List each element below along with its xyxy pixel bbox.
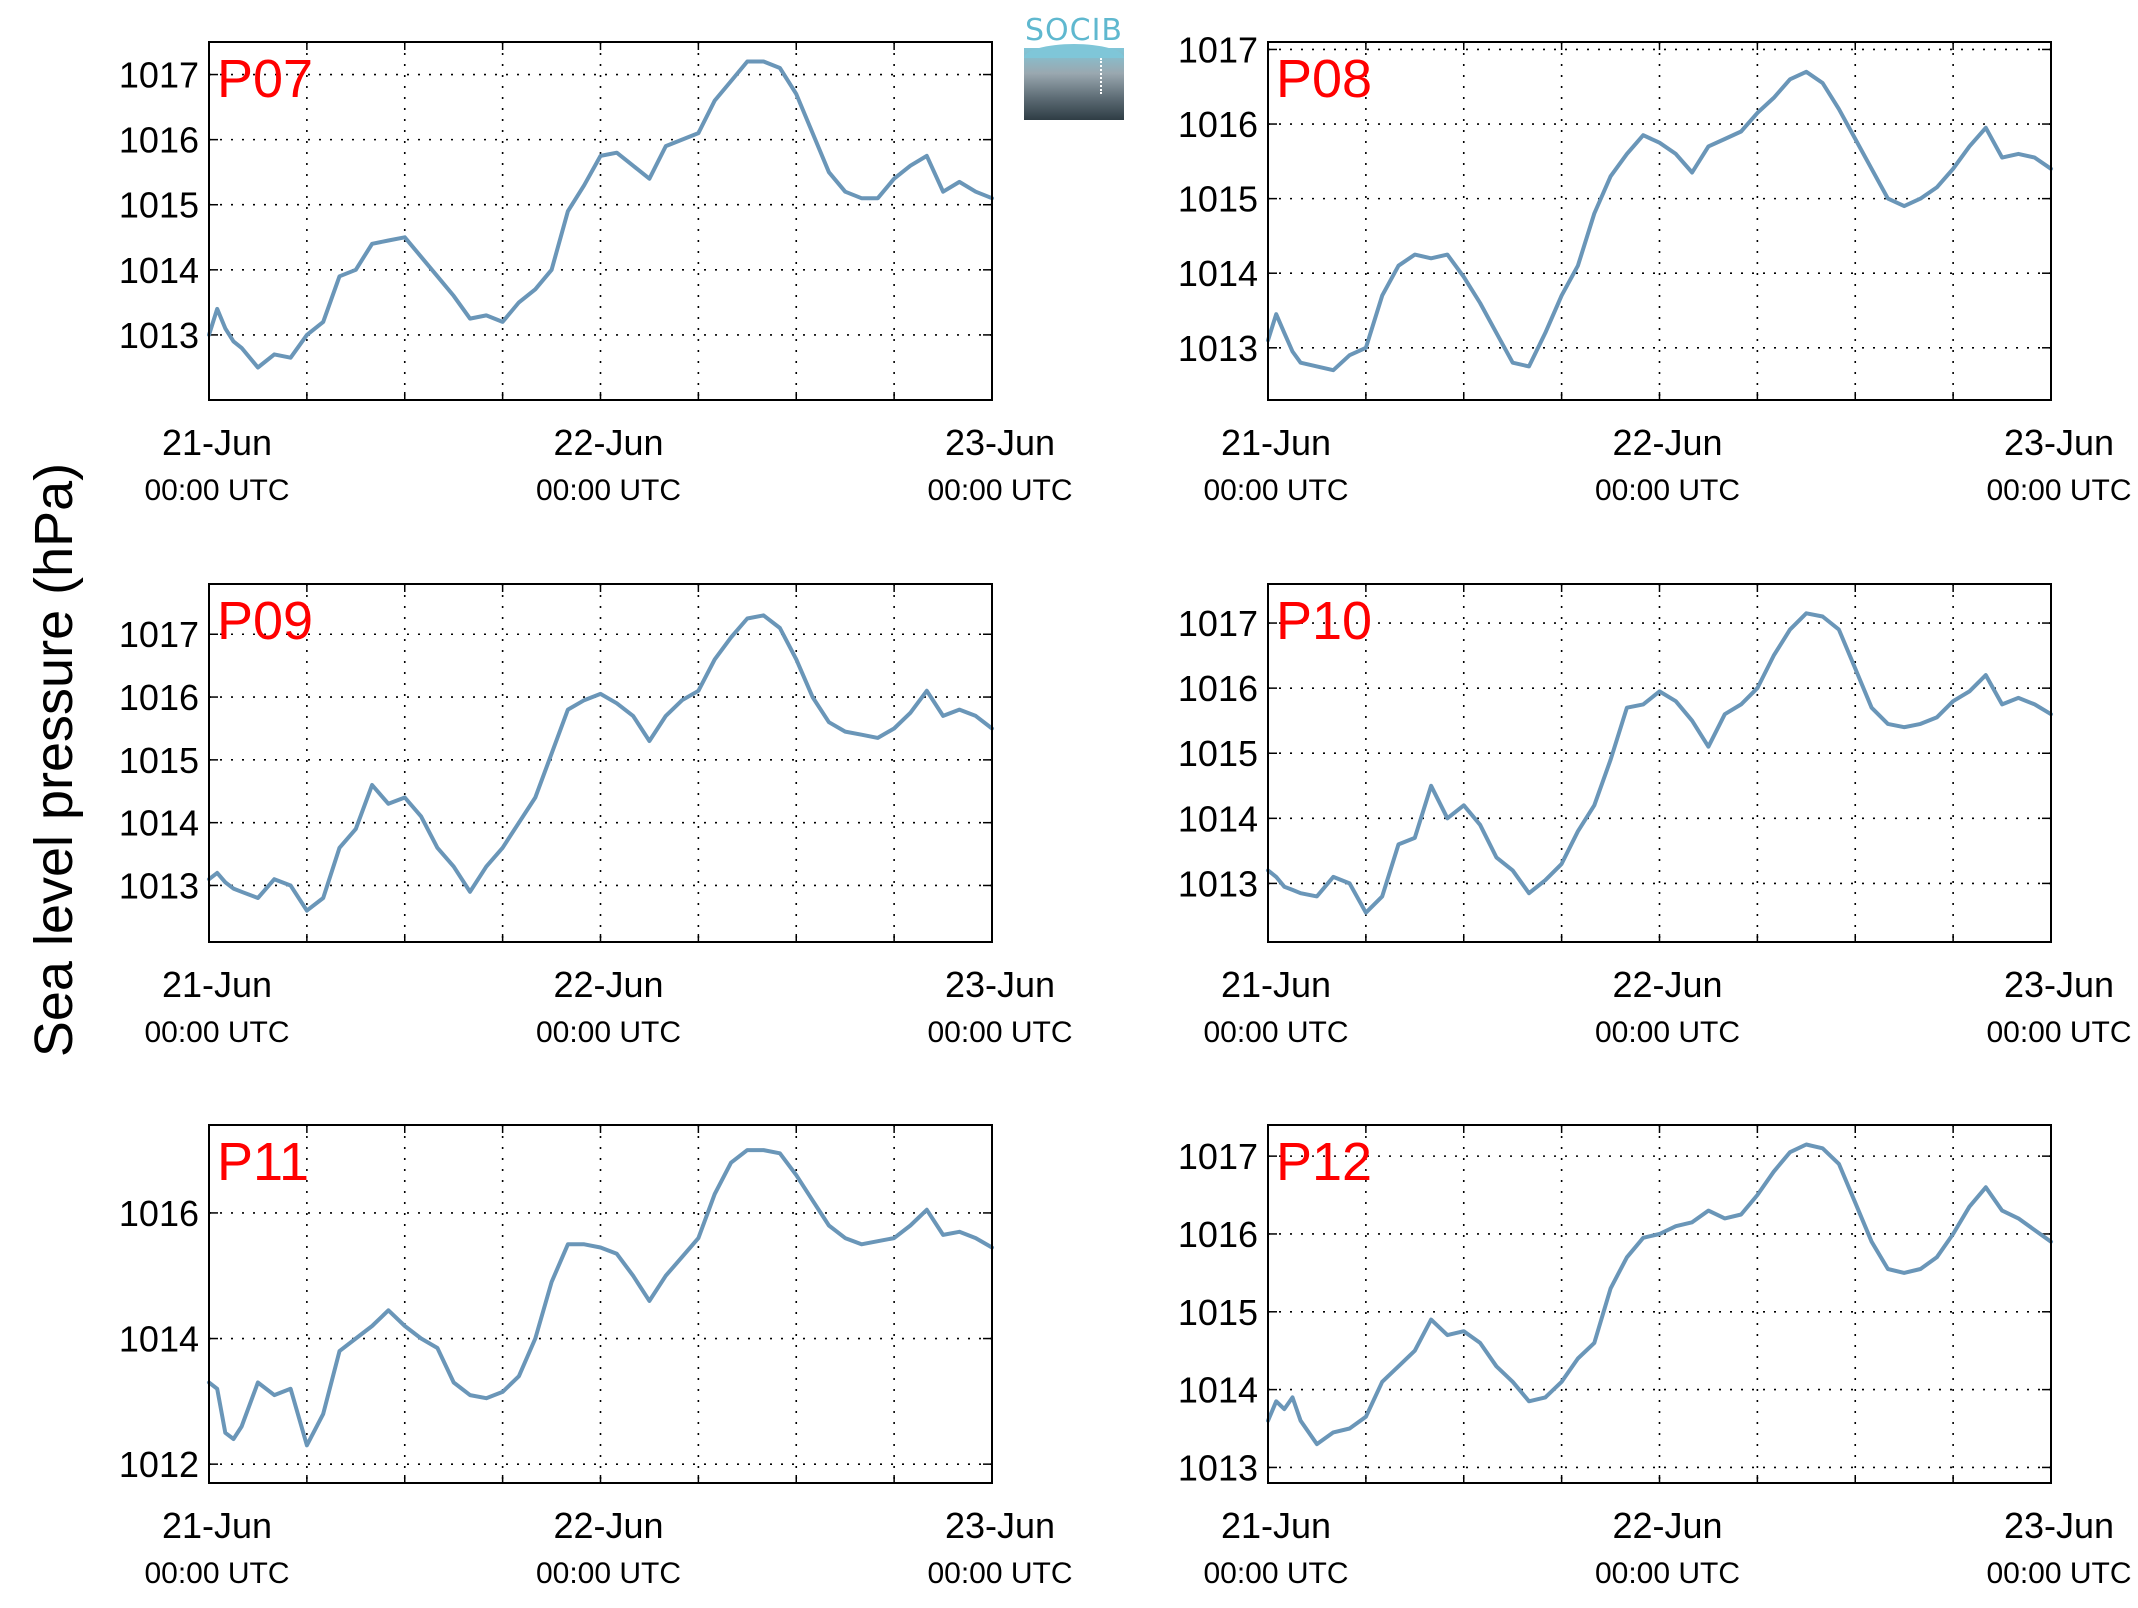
- y-tick-label: 1014: [119, 803, 199, 844]
- y-tick-label: 1016: [1178, 104, 1258, 145]
- panel-p08: 1013 1014 1015 1016 1017 21-Jun 00:00 UTC 22-Ju…: [1178, 29, 2132, 507]
- x-tick-label-date: 23-Jun: [2004, 964, 2114, 1005]
- x-tick-label-time: 00:00 UTC: [1203, 1016, 1348, 1049]
- y-tick-label: 1017: [1178, 1136, 1258, 1177]
- y-tick-label: 1016: [119, 677, 199, 718]
- axes-frame: [208, 583, 993, 943]
- x-tick-label-time: 00:00 UTC: [1595, 1016, 1740, 1049]
- logo-text: SOCIB: [1024, 13, 1124, 48]
- x-tick-label-date: 21-Jun: [1221, 1505, 1331, 1546]
- panel-p09: 1013 1014 1015 1016 1017 21-Jun 00:00 UTC 22-Ju…: [119, 583, 1073, 1049]
- y-tick-label: 1014: [1178, 1370, 1258, 1411]
- x-tick-label-time: 00:00 UTC: [1986, 1557, 2131, 1590]
- y-axis-label: Sea level pressure (hPa): [24, 463, 84, 1057]
- logo-graphic: [1024, 48, 1124, 120]
- x-tick-label-time: 00:00 UTC: [927, 474, 1072, 507]
- axes-frame: [208, 41, 993, 401]
- x-tick-label-date: 23-Jun: [945, 1505, 1055, 1546]
- y-tick-label: 1017: [1178, 603, 1258, 644]
- x-tick-label-time: 00:00 UTC: [536, 1557, 681, 1590]
- axes-frame: [1267, 41, 2052, 401]
- x-tick-label-date: 21-Jun: [1221, 964, 1331, 1005]
- y-tick-label: 1013: [119, 865, 199, 906]
- y-tick-label: 1016: [1178, 668, 1258, 709]
- x-tick-label-date: 23-Jun: [2004, 422, 2114, 463]
- x-tick-label-time: 00:00 UTC: [1986, 1016, 2131, 1049]
- x-tick-label-date: 22-Jun: [1612, 1505, 1722, 1546]
- x-tick-label-date: 22-Jun: [553, 1505, 663, 1546]
- series-line: [207, 1148, 994, 1448]
- y-tick-label: 1014: [1178, 798, 1258, 839]
- panel-label: P12: [1276, 1132, 1372, 1192]
- logo-dotted-line: [1100, 58, 1102, 94]
- x-tick-label-time: 00:00 UTC: [144, 1557, 289, 1590]
- y-tick-label: 1015: [1178, 1292, 1258, 1333]
- y-tick-label: 1013: [1178, 863, 1258, 904]
- panel-label: P10: [1276, 591, 1372, 651]
- y-tick-label: 1013: [119, 315, 199, 356]
- x-tick-label-time: 00:00 UTC: [1203, 474, 1348, 507]
- x-tick-label-date: 21-Jun: [162, 422, 272, 463]
- logo-wave: [1024, 44, 1124, 58]
- y-tick-label: 1016: [1178, 1214, 1258, 1255]
- x-tick-label-time: 00:00 UTC: [536, 1016, 681, 1049]
- panel-p11: 1012 1014 1016 21-Jun 00:00 UTC 22-Jun 00:00 U…: [119, 1124, 1073, 1590]
- y-tick-label: 1017: [119, 614, 199, 655]
- y-tick-label: 1013: [1178, 1447, 1258, 1488]
- panel-p07: 1013 1014 1015 1016 1017 21-Jun 00:00 UTC 22-Ju…: [119, 41, 1073, 507]
- x-tick-label-time: 00:00 UTC: [927, 1016, 1072, 1049]
- x-tick-label-time: 00:00 UTC: [1986, 474, 2131, 507]
- y-tick-label: 1014: [1178, 253, 1258, 294]
- panel-label: P08: [1276, 49, 1372, 109]
- y-tick-label: 1014: [119, 250, 199, 291]
- y-tick-label: 1016: [119, 120, 199, 161]
- panel-label: P11: [217, 1132, 309, 1192]
- panel-label: P09: [217, 591, 313, 651]
- series-line: [207, 59, 994, 370]
- x-tick-label-date: 22-Jun: [1612, 422, 1722, 463]
- y-tick-label: 1015: [1178, 733, 1258, 774]
- x-tick-label-date: 23-Jun: [2004, 1505, 2114, 1546]
- axes-frame: [208, 1124, 993, 1484]
- x-tick-label-date: 22-Jun: [553, 964, 663, 1005]
- axes-frame: [1267, 1124, 2052, 1484]
- panel-p12: 1013 1014 1015 1016 1017 21-Jun 00:00 UTC 22-Ju…: [1178, 1124, 2132, 1590]
- y-tick-label: 1015: [1178, 179, 1258, 220]
- series-line: [1266, 69, 2053, 373]
- series-line: [1266, 611, 2053, 915]
- x-tick-label-date: 22-Jun: [553, 422, 663, 463]
- x-tick-label-date: 22-Jun: [1612, 964, 1722, 1005]
- series-line: [1266, 1142, 2053, 1447]
- socib-logo: SOCIB: [1022, 14, 1126, 120]
- y-tick-label: 1013: [1178, 328, 1258, 369]
- series-line: [207, 613, 994, 913]
- x-tick-label-time: 00:00 UTC: [536, 474, 681, 507]
- x-tick-label-date: 21-Jun: [1221, 422, 1331, 463]
- panel-p10: 1013 1014 1015 1016 1017 21-Jun 00:00 UTC 22-Ju…: [1178, 583, 2132, 1049]
- y-tick-label: 1014: [119, 1319, 199, 1360]
- x-tick-label-date: 21-Jun: [162, 964, 272, 1005]
- x-tick-label-time: 00:00 UTC: [1595, 1557, 1740, 1590]
- y-tick-label: 1015: [119, 185, 199, 226]
- y-tick-label: 1012: [119, 1444, 199, 1485]
- y-tick-label: 1016: [119, 1193, 199, 1234]
- x-tick-label-time: 00:00 UTC: [1203, 1557, 1348, 1590]
- x-tick-label-time: 00:00 UTC: [927, 1557, 1072, 1590]
- x-tick-label-time: 00:00 UTC: [144, 474, 289, 507]
- y-tick-label: 1017: [119, 55, 199, 96]
- x-tick-label-time: 00:00 UTC: [1595, 474, 1740, 507]
- panel-label: P07: [217, 49, 313, 109]
- axes-frame: [1267, 583, 2052, 943]
- y-tick-label: 1015: [119, 740, 199, 781]
- x-tick-label-time: 00:00 UTC: [144, 1016, 289, 1049]
- y-tick-label: 1017: [1178, 29, 1258, 70]
- x-tick-label-date: 23-Jun: [945, 964, 1055, 1005]
- x-tick-label-date: 21-Jun: [162, 1505, 272, 1546]
- x-tick-label-date: 23-Jun: [945, 422, 1055, 463]
